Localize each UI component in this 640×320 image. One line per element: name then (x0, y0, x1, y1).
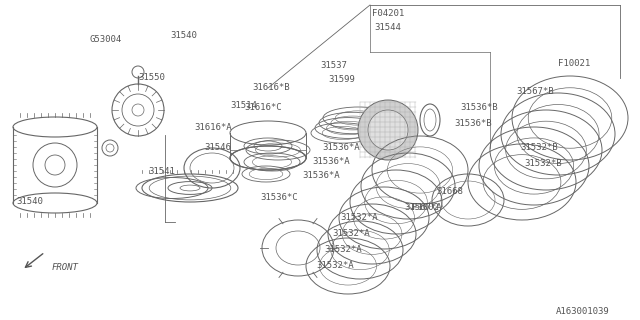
Text: 31537: 31537 (320, 61, 347, 70)
Text: 31536*A: 31536*A (312, 157, 349, 166)
Text: A163001039: A163001039 (556, 308, 610, 316)
Text: 31536*B: 31536*B (460, 103, 498, 113)
Text: 31532*A: 31532*A (316, 260, 354, 269)
Text: 31616*A: 31616*A (194, 124, 232, 132)
Text: 31536*C: 31536*C (260, 194, 298, 203)
Text: 31541: 31541 (148, 167, 175, 177)
Text: 31599: 31599 (328, 76, 355, 84)
Text: 31514: 31514 (230, 101, 257, 110)
Text: 31544: 31544 (374, 23, 401, 33)
Text: 31567*A: 31567*A (404, 204, 442, 212)
Text: FRONT: FRONT (52, 263, 79, 273)
Text: 31532*B: 31532*B (520, 143, 557, 153)
Text: 31532*A: 31532*A (324, 245, 362, 254)
Text: 31616*C: 31616*C (244, 103, 282, 113)
Text: 31532*B: 31532*B (524, 159, 562, 169)
Text: 31540: 31540 (16, 197, 43, 206)
Text: 31668: 31668 (436, 188, 463, 196)
Ellipse shape (358, 100, 418, 160)
Text: 31532*A: 31532*A (332, 229, 370, 238)
Text: 31616*B: 31616*B (252, 84, 290, 92)
Text: G53004: G53004 (90, 36, 122, 44)
Ellipse shape (368, 110, 408, 150)
Text: 31536*A: 31536*A (322, 143, 360, 153)
Text: 31536*A: 31536*A (302, 172, 340, 180)
Text: 31540: 31540 (170, 31, 197, 41)
Text: 31550: 31550 (138, 74, 165, 83)
Text: F1002: F1002 (412, 204, 439, 212)
Text: F10021: F10021 (558, 60, 590, 68)
Text: 31546: 31546 (204, 143, 231, 153)
Text: F04201: F04201 (372, 10, 404, 19)
Text: 31532*A: 31532*A (340, 213, 378, 222)
Text: 31567*B: 31567*B (516, 87, 554, 97)
Text: 31536*B: 31536*B (454, 119, 492, 129)
